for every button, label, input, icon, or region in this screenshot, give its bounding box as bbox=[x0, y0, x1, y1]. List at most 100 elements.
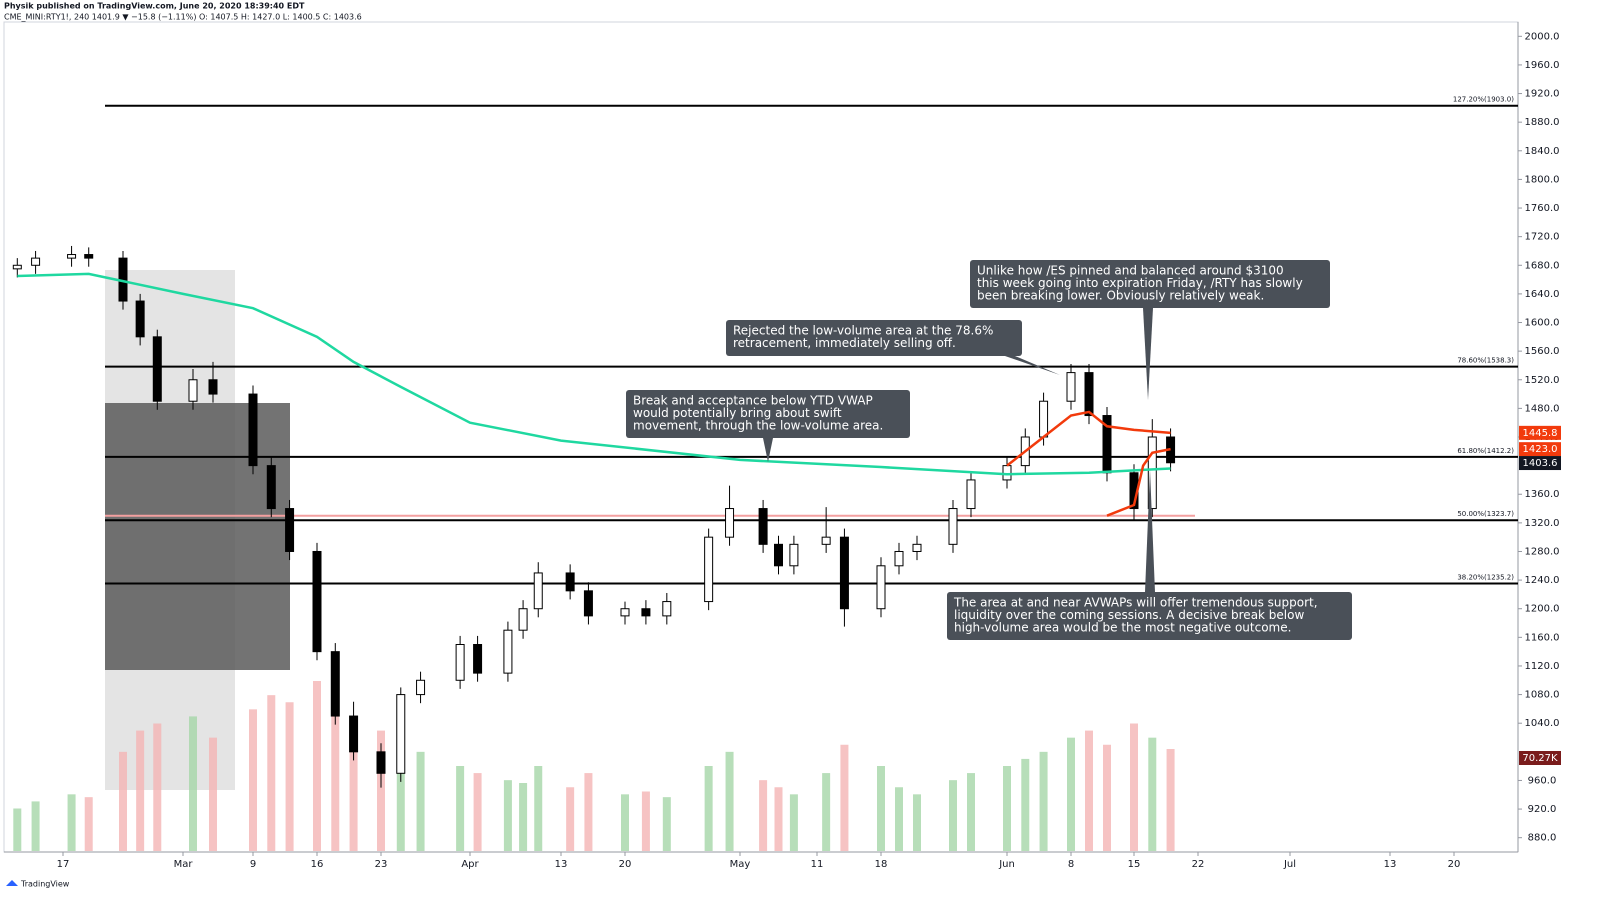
y-tick-label: 1640.0 bbox=[1525, 289, 1560, 300]
candle-body bbox=[565, 572, 575, 592]
volume-bar bbox=[621, 794, 629, 851]
y-tick-label: 1120.0 bbox=[1525, 661, 1560, 672]
candle-body bbox=[330, 651, 340, 717]
x-tick-label: Jul bbox=[1283, 859, 1296, 870]
y-tick-label: 1200.0 bbox=[1525, 604, 1560, 615]
candle-body bbox=[704, 536, 714, 603]
volume-bar bbox=[285, 702, 294, 851]
volume-tag bbox=[1519, 751, 1561, 765]
volume-bar bbox=[822, 773, 831, 851]
candle-body bbox=[152, 336, 162, 402]
y-tick-label: 920.0 bbox=[1528, 804, 1557, 815]
y-tick-label: 1160.0 bbox=[1525, 632, 1560, 643]
callout-pointer bbox=[763, 438, 773, 462]
y-tick-label: 1760.0 bbox=[1525, 203, 1560, 214]
volume-bar bbox=[249, 709, 257, 851]
candle-body bbox=[821, 536, 831, 545]
y-tick-label: 1920.0 bbox=[1525, 89, 1560, 100]
callout-text: this week going into expiration Friday, … bbox=[977, 276, 1303, 290]
volume-bar bbox=[1085, 730, 1093, 851]
callout-text: Break and acceptance below YTD VWAP bbox=[633, 394, 873, 408]
candle-body bbox=[894, 550, 904, 567]
x-tick-label: 13 bbox=[1384, 859, 1397, 870]
callout-text: been breaking lower. Obviously relativel… bbox=[977, 289, 1264, 303]
volume-bar bbox=[566, 787, 575, 851]
candle-body bbox=[188, 379, 198, 402]
x-tick-label: 13 bbox=[555, 859, 568, 870]
y-tick-label: 1320.0 bbox=[1525, 518, 1560, 529]
candle-body bbox=[396, 694, 406, 774]
callout-text: liquidity over the coming sessions. A de… bbox=[954, 608, 1304, 622]
volume-bar bbox=[1130, 723, 1138, 851]
volume-bar bbox=[67, 794, 76, 851]
x-tick-label: 23 bbox=[375, 859, 388, 870]
volume-bar bbox=[774, 787, 783, 851]
volume-bar bbox=[725, 751, 734, 851]
symbol-info: CME_MINI:RTY1!, 240 1401.9 ▼ −15.8 (−1.1… bbox=[4, 13, 362, 22]
y-tick-label: 1880.0 bbox=[1525, 117, 1560, 128]
volume-bar bbox=[1021, 758, 1030, 851]
volume-bar bbox=[416, 751, 425, 851]
level-label: 127.20%(1903.0) bbox=[1453, 96, 1514, 104]
volume-bar bbox=[913, 794, 921, 851]
volume-bar bbox=[503, 780, 512, 851]
y-tick-label: 1360.0 bbox=[1525, 489, 1560, 500]
volume-bar bbox=[967, 773, 975, 851]
candle-body bbox=[966, 479, 976, 510]
x-tick-label: 20 bbox=[1448, 859, 1461, 870]
header: Physik published on TradingView.com, Jun… bbox=[4, 2, 305, 11]
candle-body bbox=[285, 508, 295, 552]
candle-body bbox=[1039, 400, 1049, 438]
volume-bar bbox=[153, 723, 162, 851]
level-label: 38.20%(1235.2) bbox=[1457, 574, 1514, 582]
candle-body bbox=[583, 590, 593, 617]
callout-text: Unlike how /ES pinned and balanced aroun… bbox=[977, 264, 1284, 278]
price-tag-label: 1423.0 bbox=[1523, 444, 1558, 455]
y-tick-label: 1280.0 bbox=[1525, 546, 1560, 557]
x-tick-label: 18 bbox=[875, 859, 888, 870]
volume-bar bbox=[349, 723, 358, 851]
volume-bar bbox=[704, 766, 713, 851]
candle-body bbox=[641, 608, 651, 617]
candle-body bbox=[31, 257, 41, 266]
y-tick-label: 1520.0 bbox=[1525, 375, 1560, 386]
volume-bar bbox=[377, 730, 385, 851]
x-tick-label: 15 bbox=[1128, 859, 1141, 870]
candle-body bbox=[662, 601, 672, 617]
volume-bar bbox=[209, 737, 217, 851]
candle-body bbox=[416, 679, 426, 696]
callout-box bbox=[726, 320, 1022, 356]
x-tick-label: Jun bbox=[998, 859, 1015, 870]
vwap-line bbox=[1006, 410, 1171, 467]
level-label: 61.80%(1412.2) bbox=[1457, 447, 1514, 455]
callout-text: retracement, immediately selling off. bbox=[733, 336, 956, 350]
candle-body bbox=[312, 550, 322, 653]
volume-bar bbox=[534, 766, 543, 851]
volume-bar bbox=[1039, 751, 1048, 851]
volume-bar bbox=[1103, 744, 1111, 851]
level-label: 50.00%(1323.7) bbox=[1457, 510, 1514, 518]
candle-body bbox=[912, 543, 922, 552]
volume-bar bbox=[1003, 766, 1011, 851]
y-tick-label: 880.0 bbox=[1528, 833, 1557, 844]
y-tick-label: 1960.0 bbox=[1525, 60, 1560, 71]
candle-body bbox=[948, 508, 958, 545]
price-tag bbox=[1519, 425, 1561, 440]
y-tick-label: 1720.0 bbox=[1525, 232, 1560, 243]
x-tick-label: 11 bbox=[811, 859, 824, 870]
candle-body bbox=[84, 254, 94, 259]
x-tick-label: May bbox=[730, 859, 751, 870]
callout-pointer bbox=[1005, 356, 1060, 375]
price-tag bbox=[1519, 442, 1561, 457]
volume-bar bbox=[789, 794, 798, 851]
volume-bar bbox=[840, 744, 849, 851]
callout-pointer bbox=[1145, 470, 1155, 592]
y-tick-label: 960.0 bbox=[1528, 775, 1557, 786]
y-tick-label: 1840.0 bbox=[1525, 146, 1560, 157]
callout-box bbox=[970, 260, 1330, 308]
volume-bar bbox=[641, 791, 650, 851]
volume-bar bbox=[84, 797, 93, 851]
x-tick-label: 8 bbox=[1068, 859, 1074, 870]
